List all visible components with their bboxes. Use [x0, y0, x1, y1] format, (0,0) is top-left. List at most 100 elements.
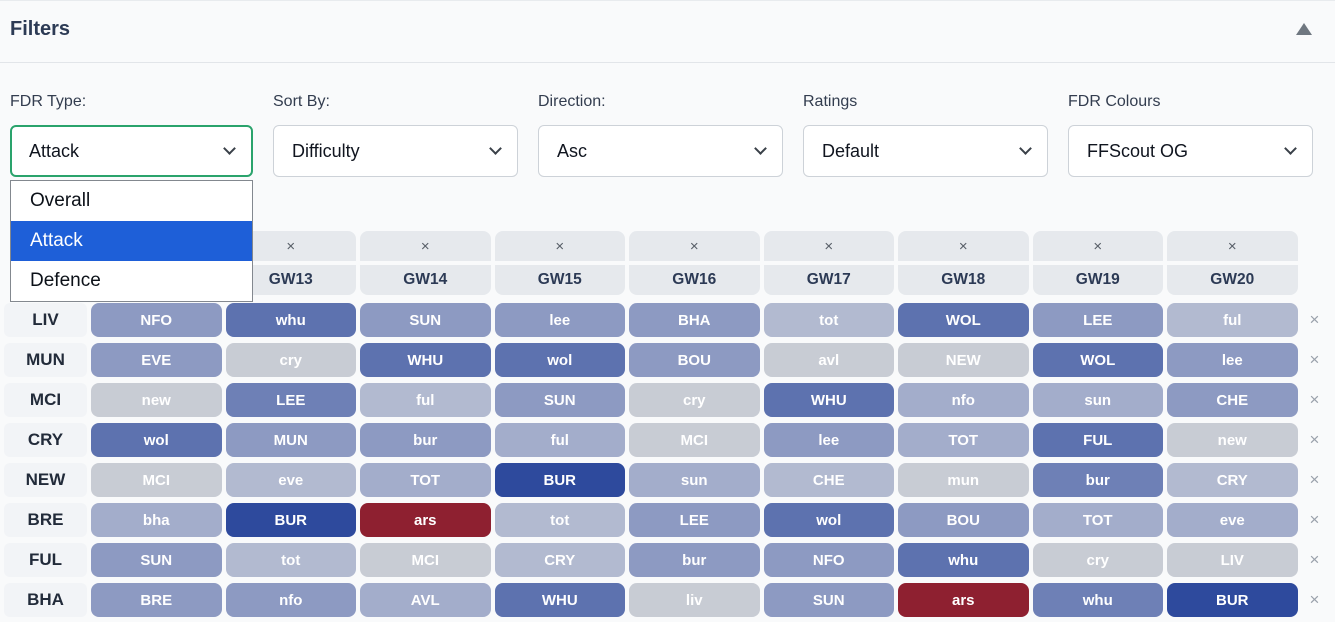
filter-group-ratings: Ratings Default: [803, 93, 1048, 177]
fixture-cell: NEW: [898, 343, 1029, 377]
header-spacer: [1302, 265, 1328, 295]
team-label: MCI: [4, 383, 87, 417]
gameweek-header: GW20: [1167, 265, 1298, 295]
fixture-cell: bur: [1032, 463, 1163, 497]
remove-gameweek-button[interactable]: ×: [1167, 231, 1298, 261]
fixture-cell: whu: [898, 543, 1029, 577]
fixture-cell: TOT: [360, 463, 491, 497]
fixture-cell: CHE: [763, 463, 894, 497]
fixture-cell: BUR: [1167, 583, 1298, 617]
direction-select[interactable]: Asc: [538, 125, 783, 177]
sort-by-selected-value: Difficulty: [292, 140, 360, 161]
gameweek-header: GW19: [1032, 265, 1163, 295]
fixture-cell: sun: [629, 463, 760, 497]
fixture-cell: ful: [1167, 303, 1298, 337]
team-label: FUL: [4, 543, 87, 577]
fixture-cell: ful: [360, 383, 491, 417]
table-row: LIV NFO whu SUN lee BHA tot WOL LEE ful ×: [4, 303, 1335, 337]
fixture-cell: WOL: [1032, 343, 1163, 377]
fdr-type-label: FDR Type:: [10, 93, 87, 110]
remove-team-button[interactable]: ×: [1309, 350, 1320, 369]
fixture-cell: LEE: [225, 383, 356, 417]
remove-gameweek-button[interactable]: ×: [629, 231, 760, 261]
sort-by-label: Sort By:: [273, 93, 330, 110]
fixture-cell: SUN: [91, 543, 222, 577]
remove-team-button[interactable]: ×: [1309, 550, 1320, 569]
fixture-cell: LEE: [1032, 303, 1163, 337]
fdr-table-body: LIV NFO whu SUN lee BHA tot WOL LEE ful × MUN EVE cry…: [4, 303, 1335, 617]
fixture-cell: TOT: [898, 423, 1029, 457]
fixture-cell: eve: [225, 463, 356, 497]
chevron-down-icon: [489, 142, 502, 155]
ratings-selected-value: Default: [822, 140, 880, 161]
remove-gameweek-button[interactable]: ×: [898, 231, 1029, 261]
fixture-cell: bha: [91, 503, 222, 537]
remove-team-button[interactable]: ×: [1309, 430, 1320, 449]
ratings-select[interactable]: Default: [803, 125, 1048, 177]
filter-group-direction: Direction: Asc: [538, 93, 783, 177]
remove-gameweek-button[interactable]: ×: [494, 231, 625, 261]
team-label: MUN: [4, 343, 87, 377]
collapse-filters-button[interactable]: [1295, 22, 1313, 36]
fixture-cell: BUR: [225, 503, 356, 537]
remove-team-button[interactable]: ×: [1309, 510, 1320, 529]
direction-selected-value: Asc: [557, 140, 588, 161]
fdr-colours-selected-value: FFScout OG: [1087, 140, 1189, 161]
fixture-cell: FUL: [1032, 423, 1163, 457]
gameweek-header: GW16: [629, 265, 760, 295]
dropdown-option-overall[interactable]: Overall: [30, 190, 91, 211]
fdr-type-selected-value: Attack: [29, 140, 80, 161]
remove-team-button[interactable]: ×: [1309, 310, 1320, 329]
direction-label: Direction:: [538, 93, 606, 110]
fixture-cell: lee: [763, 423, 894, 457]
filter-group-fdr-type: FDR Type: Attack Overall Attack Defence: [10, 93, 253, 302]
team-label: NEW: [4, 463, 87, 497]
fixture-cell: WHU: [494, 583, 625, 617]
fixture-cell: nfo: [898, 383, 1029, 417]
dropdown-option-attack[interactable]: Attack: [11, 221, 252, 261]
fixture-cell: avl: [763, 343, 894, 377]
remove-gameweek-button[interactable]: ×: [763, 231, 894, 261]
filters-panel-header: Filters: [0, 0, 1335, 63]
fixture-cell: cry: [1032, 543, 1163, 577]
fixture-cell: WOL: [898, 303, 1029, 337]
fixture-cell: wol: [494, 343, 625, 377]
fdr-type-select[interactable]: Attack: [10, 125, 253, 177]
triangle-up-icon: [1296, 23, 1312, 35]
table-row: BHA BRE nfo AVL WHU liv SUN ars whu BUR ×: [4, 583, 1335, 617]
chevron-down-icon: [1284, 142, 1297, 155]
fixture-cell: ars: [898, 583, 1029, 617]
dropdown-option-defence[interactable]: Defence: [30, 270, 101, 291]
table-row: BRE bha BUR ars tot LEE wol BOU TOT eve ×: [4, 503, 1335, 537]
fdr-table: ××××××××× GW13GW14GW15GW16GW17GW18GW19GW…: [4, 231, 1335, 617]
fixture-cell: MCI: [360, 543, 491, 577]
fixture-cell: lee: [494, 303, 625, 337]
remove-team-button[interactable]: ×: [1309, 470, 1320, 489]
team-label: LIV: [4, 303, 87, 337]
fixture-cell: BOU: [629, 343, 760, 377]
fdr-colours-select[interactable]: FFScout OG: [1068, 125, 1313, 177]
fixture-cell: LIV: [1167, 543, 1298, 577]
fixture-cell: nfo: [225, 583, 356, 617]
fixture-cell: BUR: [494, 463, 625, 497]
team-label: BRE: [4, 503, 87, 537]
remove-team-button[interactable]: ×: [1309, 390, 1320, 409]
sort-by-select[interactable]: Difficulty: [273, 125, 518, 177]
remove-gameweek-button[interactable]: ×: [360, 231, 491, 261]
fixture-cell: mun: [898, 463, 1029, 497]
team-label: CRY: [4, 423, 87, 457]
remove-team-button[interactable]: ×: [1309, 590, 1320, 609]
fixture-cell: AVL: [360, 583, 491, 617]
chevron-down-icon: [1019, 142, 1032, 155]
fixture-cell: ful: [494, 423, 625, 457]
fixture-cell: wol: [763, 503, 894, 537]
fixture-cell: TOT: [1032, 503, 1163, 537]
gameweek-header: GW14: [360, 265, 491, 295]
ratings-label: Ratings: [803, 93, 858, 110]
fixture-cell: new: [1167, 423, 1298, 457]
fixture-cell: tot: [225, 543, 356, 577]
fixture-cell: ars: [360, 503, 491, 537]
remove-gameweek-button[interactable]: ×: [1032, 231, 1163, 261]
table-row: CRY wol MUN bur ful MCI lee TOT FUL new ×: [4, 423, 1335, 457]
fixture-cell: NFO: [763, 543, 894, 577]
